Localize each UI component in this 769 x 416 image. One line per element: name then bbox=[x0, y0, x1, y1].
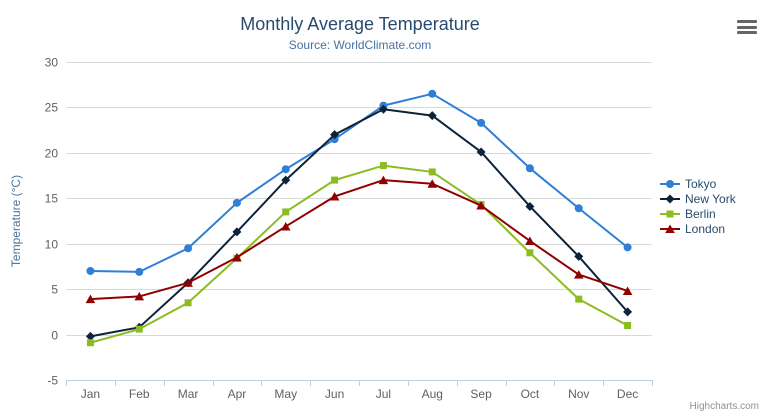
x-axis-label: Aug bbox=[422, 387, 443, 401]
legend-item-tokyo[interactable]: Tokyo bbox=[660, 176, 736, 191]
hamburger-icon bbox=[737, 31, 757, 34]
x-axis-label: Jul bbox=[376, 387, 391, 401]
legend-label: London bbox=[685, 221, 726, 236]
series-marker-new-york[interactable] bbox=[330, 130, 340, 140]
series-line-berlin bbox=[89, 164, 629, 344]
legend-symbol-square bbox=[660, 210, 680, 217]
legend-item-london[interactable]: London bbox=[660, 221, 736, 236]
x-axis-label: Feb bbox=[129, 387, 150, 401]
series-marker-new-york[interactable] bbox=[232, 227, 242, 237]
x-axis-label: Sep bbox=[470, 387, 492, 401]
series-line-new-york bbox=[89, 108, 629, 338]
y-axis-label: 25 bbox=[45, 101, 59, 115]
series-marker-london[interactable] bbox=[573, 270, 584, 279]
series-marker-london[interactable] bbox=[622, 286, 633, 295]
series-marker-tokyo[interactable] bbox=[623, 243, 632, 252]
y-axis-label: 20 bbox=[45, 147, 59, 161]
export-menu-button[interactable] bbox=[735, 18, 759, 36]
series-marker-london[interactable] bbox=[525, 236, 535, 245]
legend-item-berlin[interactable]: Berlin bbox=[660, 206, 736, 221]
legend-symbol-triangle bbox=[660, 224, 680, 233]
chart-title: Monthly Average Temperature bbox=[240, 14, 480, 34]
series-marker-new-york[interactable] bbox=[85, 331, 95, 341]
legend-symbol-diamond bbox=[660, 194, 680, 203]
y-axis-title: Temperature (°C) bbox=[9, 175, 23, 267]
series-marker-london[interactable] bbox=[476, 201, 486, 210]
series-marker-new-york[interactable] bbox=[427, 111, 437, 121]
series-marker-berlin[interactable] bbox=[428, 168, 436, 176]
y-axis-label: 15 bbox=[45, 192, 59, 206]
series-marker-berlin[interactable] bbox=[184, 299, 192, 307]
y-axis-label: 10 bbox=[45, 238, 59, 252]
series-marker-berlin[interactable] bbox=[575, 295, 583, 303]
legend-symbol-circle bbox=[660, 179, 680, 188]
legend-label: Berlin bbox=[685, 206, 716, 221]
x-axis-label: Mar bbox=[178, 387, 199, 401]
hamburger-icon bbox=[737, 20, 757, 23]
series-marker-berlin[interactable] bbox=[282, 208, 290, 216]
series-marker-new-york[interactable] bbox=[574, 251, 584, 261]
series-line-tokyo bbox=[89, 92, 629, 273]
x-axis-label: Oct bbox=[521, 387, 540, 401]
series-marker-london[interactable] bbox=[280, 221, 291, 231]
series-marker-new-york[interactable] bbox=[378, 104, 388, 114]
legend: Tokyo New York Berlin London bbox=[660, 176, 736, 236]
y-axis-label: 0 bbox=[51, 329, 58, 343]
series-marker-london[interactable] bbox=[378, 175, 389, 185]
x-axis-label: Jan bbox=[81, 387, 100, 401]
legend-label: Tokyo bbox=[685, 176, 717, 191]
x-axis-label: Nov bbox=[568, 387, 589, 401]
x-axis-label: Jun bbox=[325, 387, 344, 401]
series-marker-london[interactable] bbox=[183, 278, 193, 287]
chart-subtitle: Source: WorldClimate.com bbox=[288, 38, 432, 52]
series-marker-tokyo[interactable] bbox=[428, 89, 437, 98]
x-axis-label: Apr bbox=[228, 387, 247, 401]
series-marker-london[interactable] bbox=[232, 252, 242, 262]
legend-item-new-york[interactable]: New York bbox=[660, 191, 736, 206]
series-marker-new-york[interactable] bbox=[525, 201, 535, 211]
legend-label: New York bbox=[685, 191, 736, 206]
y-axis-label: -5 bbox=[47, 374, 58, 388]
series-marker-tokyo[interactable] bbox=[574, 204, 583, 213]
series-marker-new-york[interactable] bbox=[476, 147, 486, 157]
series-marker-new-york[interactable] bbox=[281, 175, 291, 185]
x-axis-label: Dec bbox=[617, 387, 638, 401]
series-marker-london[interactable] bbox=[427, 179, 438, 188]
series-marker-new-york[interactable] bbox=[623, 307, 633, 317]
credits-link[interactable]: Highcharts.com bbox=[689, 401, 759, 412]
series-marker-tokyo[interactable] bbox=[135, 267, 144, 276]
series-marker-tokyo[interactable] bbox=[477, 118, 486, 127]
x-axis-label: May bbox=[274, 387, 297, 401]
y-axis-label: 30 bbox=[45, 56, 59, 70]
series-line-london bbox=[89, 179, 629, 301]
series-marker-berlin[interactable] bbox=[135, 325, 143, 333]
series-marker-berlin[interactable] bbox=[526, 249, 534, 257]
series-marker-tokyo[interactable] bbox=[86, 266, 95, 275]
series-marker-berlin[interactable] bbox=[331, 176, 339, 184]
y-axis-label: 5 bbox=[51, 283, 58, 297]
series-marker-london[interactable] bbox=[329, 191, 340, 201]
hamburger-icon bbox=[737, 25, 757, 29]
series-marker-tokyo[interactable] bbox=[281, 165, 290, 174]
series-marker-berlin[interactable] bbox=[379, 162, 387, 170]
series-marker-berlin[interactable] bbox=[86, 339, 94, 347]
series-marker-tokyo[interactable] bbox=[184, 244, 193, 253]
series-marker-tokyo[interactable] bbox=[525, 164, 534, 173]
series-marker-berlin[interactable] bbox=[624, 321, 632, 329]
series-marker-tokyo[interactable] bbox=[232, 198, 241, 207]
series-marker-london[interactable] bbox=[85, 294, 96, 304]
series-marker-london[interactable] bbox=[134, 291, 145, 301]
